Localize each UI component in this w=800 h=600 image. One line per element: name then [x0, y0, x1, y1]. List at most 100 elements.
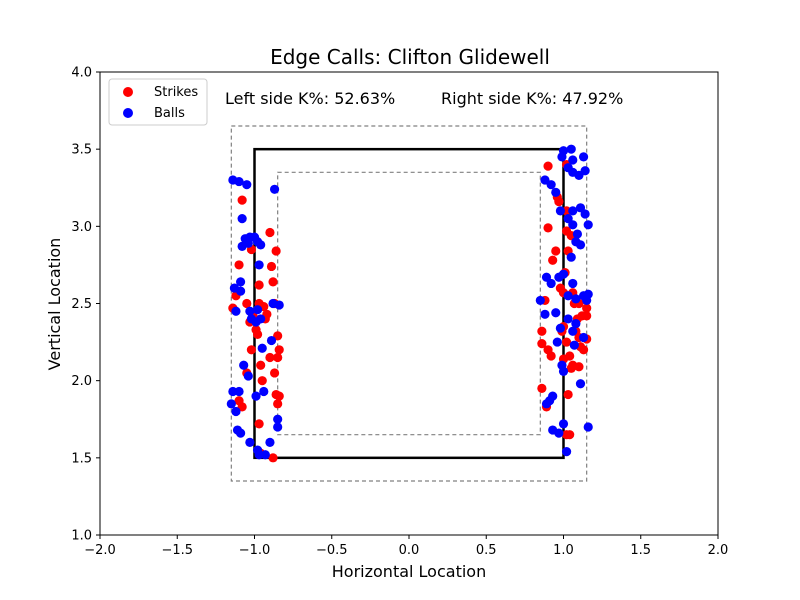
- balls-point: [245, 306, 255, 316]
- strikes-point: [548, 255, 558, 265]
- strikes-point: [574, 362, 584, 372]
- strikes-point: [561, 337, 572, 347]
- strikes-point: [274, 391, 284, 401]
- balls-point: [568, 206, 578, 216]
- balls-point: [265, 437, 275, 447]
- plot-area: [99, 71, 719, 536]
- y-tick-label: 1.5: [71, 451, 92, 466]
- x-tick-label: −1.0: [239, 543, 271, 558]
- balls-point: [273, 414, 283, 424]
- balls-point: [269, 184, 280, 194]
- right-k-annotation: Right side K%: 47.92%: [441, 89, 623, 108]
- balls-point: [237, 214, 247, 224]
- balls-point: [578, 152, 589, 162]
- balls-point: [245, 437, 255, 447]
- scatter-points: [226, 144, 593, 463]
- balls-point: [552, 337, 562, 347]
- x-axis-label: Horizontal Location: [332, 562, 486, 581]
- strikes-point: [269, 368, 280, 378]
- strikes-point: [537, 383, 547, 393]
- balls-point: [231, 406, 241, 417]
- balls-point: [558, 419, 569, 429]
- balls-point: [540, 309, 550, 319]
- balls-point: [568, 155, 578, 165]
- y-tick-label: 3.5: [71, 143, 92, 158]
- strikes-point: [268, 277, 278, 287]
- balls-point: [568, 278, 578, 289]
- balls-point: [551, 308, 561, 318]
- y-tick-label: 3.0: [71, 220, 92, 235]
- balls-point: [555, 323, 566, 333]
- strikes-point: [543, 161, 553, 171]
- balls-point: [580, 209, 590, 219]
- strikes-point: [554, 197, 564, 207]
- balls-point: [580, 166, 590, 176]
- balls-point: [541, 272, 552, 282]
- strikes-point: [265, 227, 275, 238]
- balls-point: [231, 306, 241, 316]
- x-tick-label: −2.0: [84, 543, 116, 558]
- balls-point: [571, 318, 581, 329]
- legend-marker-balls: [123, 108, 133, 118]
- balls-point: [563, 314, 573, 324]
- balls-point: [546, 180, 556, 190]
- y-axis-ticks: 1.0 1.5 2.0 2.5 3.0 3.5 4.0: [71, 66, 100, 544]
- strikes-point: [271, 246, 281, 256]
- balls-point: [234, 176, 244, 187]
- balls-point: [557, 152, 567, 162]
- balls-point: [561, 447, 572, 457]
- balls-point: [535, 295, 545, 306]
- balls-point: [266, 335, 277, 346]
- balls-point: [566, 144, 576, 154]
- balls-point: [568, 326, 578, 336]
- legend-label-strikes: Strikes: [154, 85, 198, 100]
- balls-point: [237, 241, 247, 251]
- balls-point: [273, 422, 283, 432]
- strikes-point: [237, 195, 247, 205]
- strikes-point: [254, 419, 264, 429]
- balls-point: [226, 399, 236, 409]
- balls-point: [571, 237, 581, 247]
- balls-point: [242, 180, 252, 190]
- balls-point: [563, 291, 573, 301]
- strikes-point: [234, 260, 244, 270]
- y-tick-label: 2.5: [71, 297, 92, 312]
- legend-marker-strikes: [123, 87, 133, 97]
- legend-label-balls: Balls: [154, 106, 185, 121]
- balls-point: [243, 371, 253, 381]
- x-tick-label: 0.0: [399, 543, 420, 558]
- strikes-point: [268, 453, 278, 463]
- y-axis-label: Vertical Location: [45, 238, 64, 371]
- x-tick-label: 0.5: [476, 543, 497, 558]
- strikes-point: [254, 280, 264, 290]
- strikes-point: [273, 399, 283, 409]
- x-tick-label: −1.5: [161, 543, 193, 558]
- balls-point: [569, 340, 579, 350]
- strikes-point: [582, 303, 592, 313]
- strikes-point: [274, 345, 284, 355]
- strikes-point: [543, 223, 553, 233]
- left-k-annotation: Left side K%: 52.63%: [225, 89, 395, 108]
- x-tick-label: 1.5: [630, 543, 651, 558]
- balls-point: [234, 386, 244, 397]
- balls-point: [256, 240, 266, 250]
- x-tick-label: −0.5: [316, 543, 348, 558]
- balls-point: [554, 428, 564, 438]
- x-axis-ticks: −2.0 −1.5 −1.0 −0.5 0.0 0.5 1.0 1.5 2.0: [84, 535, 728, 558]
- balls-point: [541, 399, 552, 409]
- balls-point: [568, 220, 578, 230]
- x-tick-label: 2.0: [708, 543, 729, 558]
- strikes-point: [551, 246, 561, 256]
- strikes-point: [273, 352, 283, 363]
- balls-point: [259, 386, 269, 397]
- balls-point: [257, 343, 267, 353]
- strikes-point: [265, 352, 275, 363]
- balls-point: [254, 260, 264, 270]
- balls-point: [235, 286, 246, 296]
- balls-point: [566, 252, 576, 262]
- strike-zone: [253, 147, 565, 460]
- y-tick-label: 1.0: [71, 529, 92, 544]
- balls-point: [251, 391, 261, 401]
- x-tick-label: 1.0: [553, 543, 574, 558]
